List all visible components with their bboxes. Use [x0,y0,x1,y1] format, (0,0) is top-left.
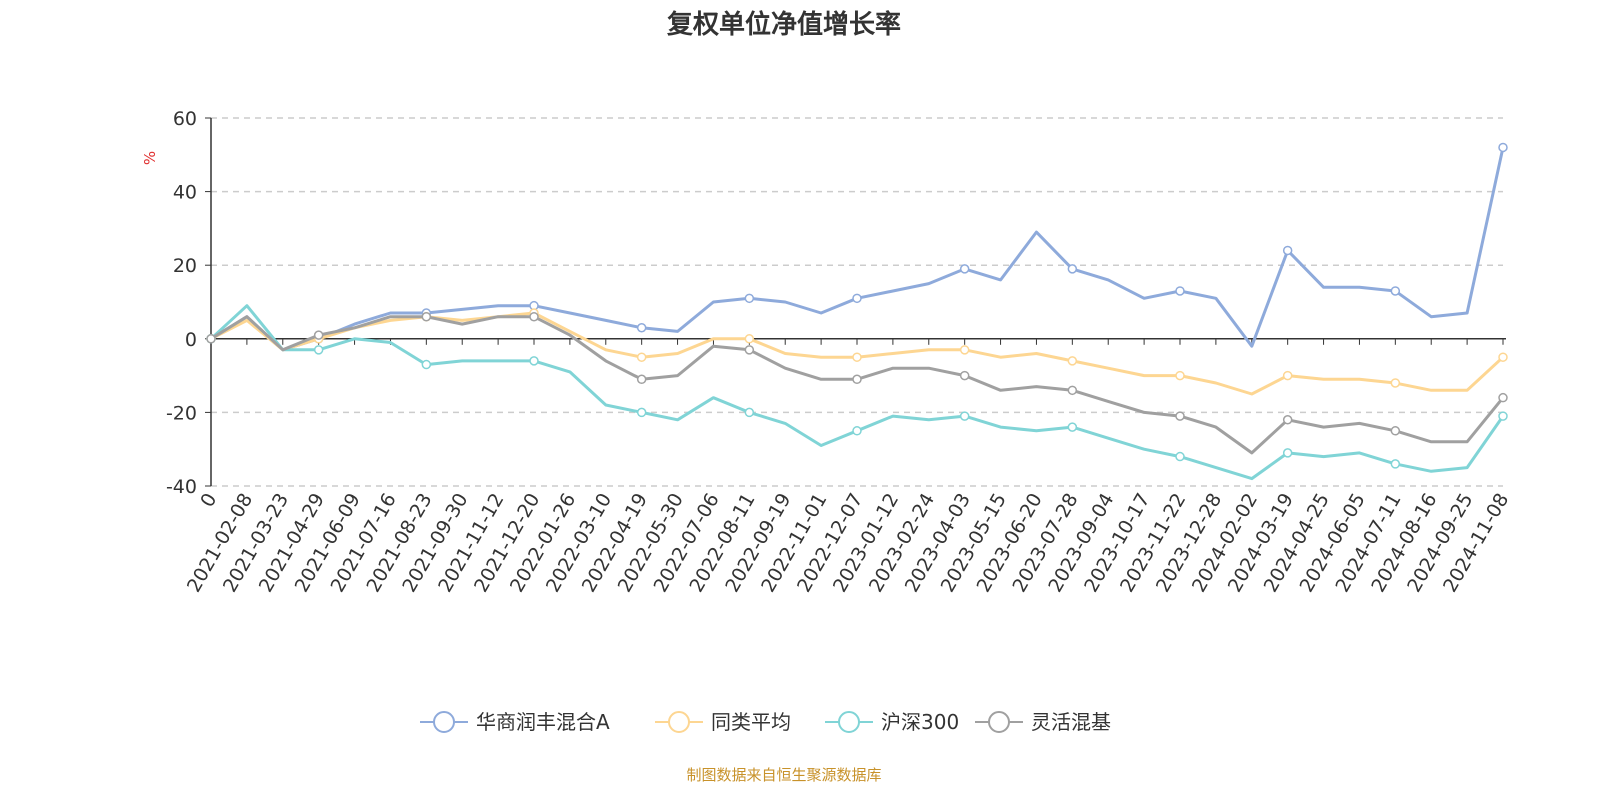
data-point [744,293,755,304]
data-point [744,345,755,355]
data-point [959,411,970,421]
y-tick-label: -20 [166,402,197,424]
data-point [1390,378,1401,388]
data-point [1390,286,1401,296]
data-point [1282,415,1293,425]
legend-label: 沪深300 [881,710,959,734]
data-point [1282,245,1293,256]
data-point [852,426,862,436]
data-point [529,356,539,366]
y-tick-label: 20 [173,255,197,277]
data-point [852,374,862,385]
data-point [529,311,539,322]
data-point [313,345,324,355]
legend-marker-icon [838,711,860,733]
data-point [1175,451,1185,462]
data-point [1067,422,1078,432]
data-point [636,352,647,362]
data-point [959,264,970,274]
data-point [744,407,755,418]
data-point [1282,448,1293,458]
x-tick-label: 0 [196,490,221,511]
legend-label: 同类平均 [711,710,791,734]
y-tick-label: 0 [185,329,197,351]
data-point [959,370,970,381]
data-point [313,330,324,340]
data-point [1067,385,1078,396]
data-source-note: 制图数据来自恒生聚源数据库 [686,766,882,784]
chart-title: 复权单位净值增长率 [666,10,901,40]
data-point [1282,370,1293,381]
legend-label: 华商润丰混合A [476,710,610,734]
data-point [636,374,647,385]
y-axis-unit: % [141,151,159,165]
y-tick-label: 60 [173,108,197,130]
data-point [421,311,432,322]
legend-marker-icon [433,711,455,733]
series-line [209,304,1505,481]
data-point [421,359,432,370]
data-point [1067,356,1078,366]
data-point [1067,264,1078,274]
data-point [1390,459,1401,469]
y-tick-label: -40 [166,476,197,498]
data-point [1498,392,1508,403]
data-point [852,293,862,304]
data-point [1498,352,1508,362]
data-point [1498,411,1508,421]
data-point [206,334,216,344]
data-point [1175,286,1185,296]
y-tick-label: 40 [173,182,197,204]
data-point [744,334,755,344]
data-point [1175,370,1185,381]
data-point [636,407,647,418]
data-point [1390,426,1401,436]
legend-marker-icon [988,711,1010,733]
data-point [1498,142,1508,153]
data-point [852,352,862,362]
data-point [1175,411,1185,421]
legend-marker-icon [668,711,690,733]
data-point [636,323,647,333]
legend-label: 灵活混基 [1031,710,1111,734]
data-point [959,345,970,355]
